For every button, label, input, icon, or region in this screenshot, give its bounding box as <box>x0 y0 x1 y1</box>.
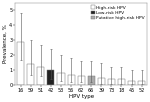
Bar <box>17 42 24 85</box>
Bar <box>88 76 95 85</box>
Bar <box>37 67 44 85</box>
Y-axis label: Prevalence, %: Prevalence, % <box>3 25 8 63</box>
Bar <box>57 73 64 85</box>
Bar <box>108 79 115 85</box>
Bar <box>47 70 54 85</box>
Bar <box>68 75 75 85</box>
Bar <box>78 76 85 85</box>
Bar <box>27 64 34 85</box>
X-axis label: HPV type: HPV type <box>69 94 94 99</box>
Bar <box>138 81 145 85</box>
Bar <box>128 81 135 85</box>
Legend: High-risk HPV, Low-risk HPV, Putative high-risk HPV: High-risk HPV, Low-risk HPV, Putative hi… <box>91 5 145 20</box>
Bar <box>118 79 125 85</box>
Bar <box>98 78 105 85</box>
